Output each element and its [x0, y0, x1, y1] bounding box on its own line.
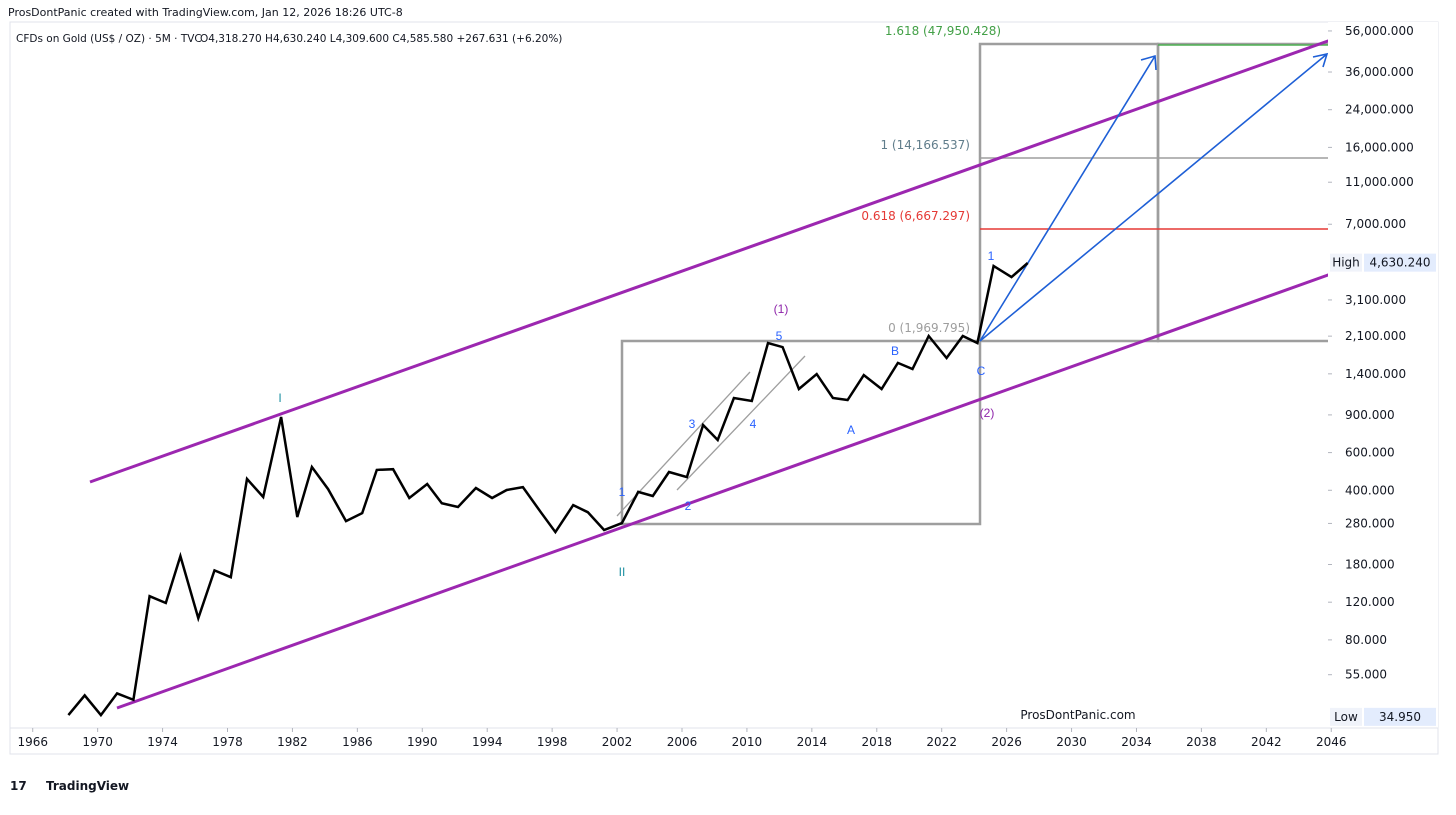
x-tick-label: 1982 — [277, 735, 308, 749]
arrow-head — [1312, 52, 1329, 68]
fib-label: 1.618 (47,950.428) — [885, 24, 1001, 38]
y-tick-label: 120.000 — [1345, 595, 1395, 609]
y-tick-label: 180.000 — [1345, 558, 1395, 572]
wave-label: II — [619, 565, 626, 579]
marker-badge — [1330, 253, 1362, 272]
marker-name: Low — [1334, 710, 1358, 724]
header: ProsDontPanic created with TradingView.c… — [8, 6, 403, 19]
logo-text: TradingView — [46, 779, 129, 793]
wave-label: A — [847, 423, 855, 437]
x-tick-label: 2014 — [797, 735, 828, 749]
y-tick-label: 1,400.000 — [1345, 367, 1406, 381]
open: O4,318.270 — [200, 33, 262, 45]
x-tick-label: 1998 — [537, 735, 568, 749]
x-tick-label: 1986 — [342, 735, 373, 749]
x-tick-label: 2034 — [1121, 735, 1152, 749]
arrow-head — [1140, 54, 1157, 71]
y-tick-label: 280.000 — [1345, 516, 1395, 530]
y-tick-label: 400.000 — [1345, 483, 1395, 497]
x-tick-label: 2010 — [732, 735, 763, 749]
wave-label: 1 — [988, 249, 995, 263]
wave-label: (2) — [980, 406, 995, 420]
y-tick-label: 36,000.000 — [1345, 65, 1414, 79]
x-tick-label: 2018 — [861, 735, 892, 749]
price-line — [67, 262, 1029, 718]
x-tick-label: 2026 — [991, 735, 1022, 749]
marker-badge — [1330, 707, 1362, 726]
fib-label: 0.618 (6,667.297) — [861, 209, 970, 223]
y-tick-label: 600.000 — [1345, 446, 1395, 460]
x-tick-label: 1990 — [407, 735, 438, 749]
x-tick-label: 1974 — [147, 735, 178, 749]
x-tick-label: 2030 — [1056, 735, 1087, 749]
box — [620, 339, 982, 526]
y-tick-label: 55.000 — [1345, 668, 1387, 682]
logo: 17 TradingView — [10, 779, 129, 793]
channel-upper — [89, 34, 1343, 484]
x-tick-label: 2038 — [1186, 735, 1217, 749]
x-tick-label: 2046 — [1316, 735, 1347, 749]
high: H4,630.240 — [265, 33, 326, 45]
low: L4,309.600 — [330, 33, 389, 45]
arrow — [979, 53, 1328, 342]
x-tick-label: 1994 — [472, 735, 503, 749]
y-tick-label: 11,000.000 — [1345, 175, 1414, 189]
x-tick-label: 1978 — [212, 735, 243, 749]
price-axis — [1328, 22, 1438, 728]
marker-box — [1364, 253, 1436, 272]
logo-mark: 17 — [10, 779, 27, 793]
trend-line — [676, 355, 806, 491]
marker-name: High — [1332, 256, 1360, 270]
ohlc: O4,318.270 H4,630.240 L4,309.600 C4,585.… — [200, 33, 562, 45]
y-tick-label: 900.000 — [1345, 408, 1395, 422]
y-tick-label: 80.000 — [1345, 633, 1387, 647]
watermark: ProsDontPanic.com — [1020, 708, 1135, 722]
x-tick-label: 2006 — [667, 735, 698, 749]
arrow — [979, 55, 1156, 342]
wave-label: (1) — [774, 302, 789, 316]
wave-label: 4 — [750, 417, 757, 431]
wave-label: 1 — [619, 485, 626, 499]
marker-label: 34.950 — [1379, 710, 1421, 724]
wave-label: 2 — [685, 499, 692, 513]
x-tick-label: 1966 — [17, 735, 48, 749]
x-tick-label: 2022 — [926, 735, 957, 749]
change: +267.631 (+6.20%) — [457, 33, 563, 45]
x-tick-label: 1970 — [82, 735, 113, 749]
y-tick-label: 24,000.000 — [1345, 103, 1414, 117]
wave-label: B — [891, 344, 899, 358]
channel-lower — [116, 268, 1343, 710]
wave-label: 5 — [776, 329, 783, 343]
marker-label: 4,630.240 — [1369, 256, 1430, 270]
symbol: CFDs on Gold (US$ / OZ) · 5M · TVC — [16, 33, 202, 45]
close: C4,585.580 — [392, 33, 453, 45]
y-tick-label: 2,100.000 — [1345, 329, 1406, 343]
fib-label: 1 (14,166.537) — [880, 138, 970, 152]
x-tick-label: 2042 — [1251, 735, 1282, 749]
y-tick-label: 16,000.000 — [1345, 140, 1414, 154]
y-tick-label: 3,100.000 — [1345, 293, 1406, 307]
wave-label: 3 — [689, 417, 696, 431]
wave-label: I — [278, 391, 281, 405]
wave-labels: I II (1) (2) 1 2 3 4 5 A B C 1 — [278, 249, 994, 579]
fib-label: 0 (1,969.795) — [888, 321, 970, 335]
drawings — [89, 34, 1343, 710]
wave-label: C — [977, 364, 986, 378]
x-tick-label: 2002 — [602, 735, 633, 749]
marker-box — [1364, 707, 1436, 726]
y-tick-label: 56,000.000 — [1345, 24, 1414, 38]
y-tick-label: 7,000.000 — [1345, 217, 1406, 231]
